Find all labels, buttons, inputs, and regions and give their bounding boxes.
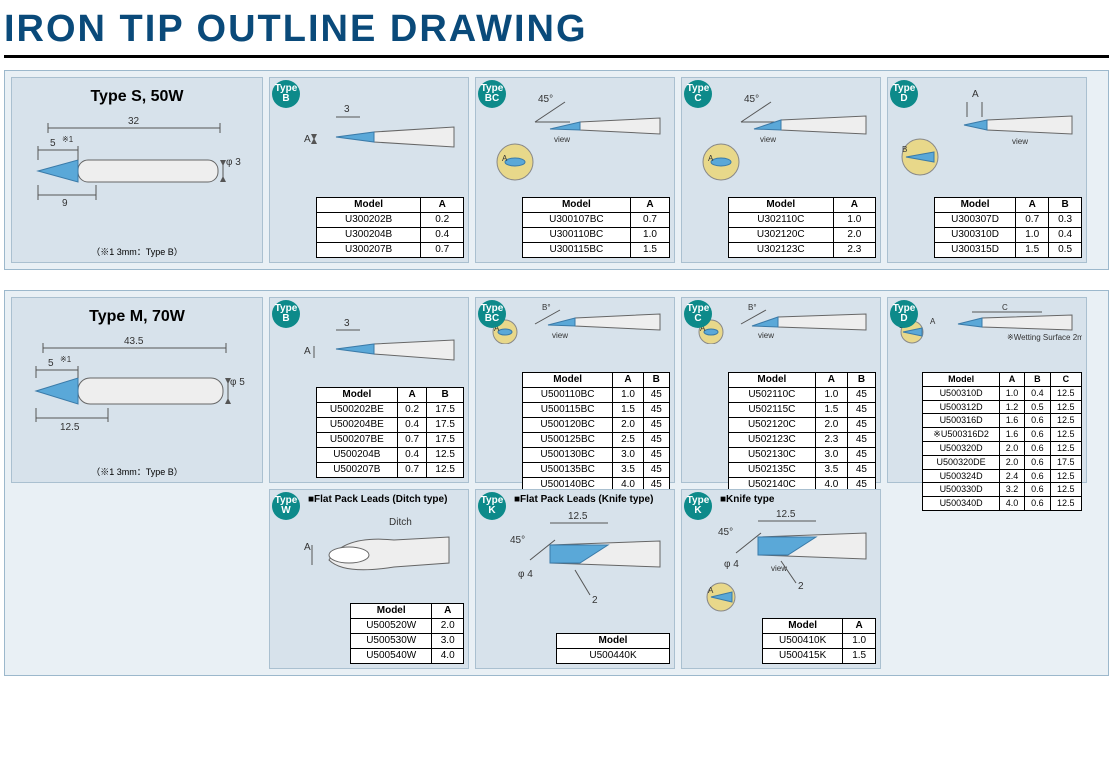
svg-text:C: C [1002, 303, 1008, 312]
card-s-bc: TypeBC 45° view A ModelA U300107BC0.7 U3… [475, 77, 675, 263]
badge-d-icon: TypeD [890, 80, 918, 108]
badge-bc-icon: TypeBC [478, 300, 506, 328]
badge-k-icon: TypeK [684, 492, 712, 520]
badge-k-icon: TypeK [478, 492, 506, 520]
svg-text:5: 5 [50, 138, 56, 149]
diagram-m-w: Ditch A [274, 505, 464, 603]
diagram-s-b: A 3 [274, 82, 464, 197]
svg-text:view: view [1012, 137, 1028, 146]
table-m-k2: ModelA U500410K1.0 U500415K1.5 [762, 618, 876, 664]
lead-note-m: （※1 3mm：Type B） [18, 465, 256, 478]
svg-text:φ 5: φ 5 [230, 377, 245, 388]
svg-text:2: 2 [798, 581, 804, 592]
section-type-m: Type M, 70W 43.5 5 ※1 φ 5 [4, 290, 1109, 676]
svg-text:12.5: 12.5 [60, 422, 80, 433]
svg-text:B°: B° [542, 303, 551, 312]
card-m-w: TypeW ■Flat Pack Leads (Ditch type) Ditc… [269, 489, 469, 669]
diagram-m-c: B° view A [686, 302, 876, 372]
diagram-m-bc: B° view A [480, 302, 670, 372]
svg-text:view: view [758, 331, 774, 340]
svg-text:12.5: 12.5 [568, 511, 588, 522]
svg-text:45°: 45° [744, 94, 759, 105]
card-title-w: ■Flat Pack Leads (Ditch type) [308, 494, 464, 505]
lead-diagram-m: 43.5 5 ※1 φ 5 12.5 [18, 330, 256, 461]
svg-text:B°: B° [748, 303, 757, 312]
card-m-k1: TypeK ■Flat Pack Leads (Knife type) 12.5… [475, 489, 675, 669]
table-m-w: ModelA U500520W2.0 U500530W3.0 U500540W4… [350, 603, 464, 664]
svg-text:※Wetting Surface 2mm from the: ※Wetting Surface 2mm from the edge [1007, 333, 1082, 342]
card-title-k1: ■Flat Pack Leads (Knife type) [514, 494, 670, 505]
lead-note-s: （※1 3mm：Type B） [18, 245, 256, 258]
svg-text:45°: 45° [718, 527, 733, 538]
card-m-c: TypeC B° view A ModelAB U502110C1.045 U5… [681, 297, 881, 483]
svg-text:3: 3 [344, 318, 350, 329]
card-s-d: TypeD A view B ModelAB U300307D0.70.3 U3… [887, 77, 1087, 263]
svg-text:Ditch: Ditch [389, 517, 412, 528]
svg-text:view: view [760, 135, 776, 144]
svg-text:※1: ※1 [62, 135, 74, 144]
badge-bc-icon: TypeBC [478, 80, 506, 108]
diagram-s-d: A view B [892, 82, 1082, 197]
badge-w-icon: TypeW [272, 492, 300, 520]
svg-text:view: view [554, 135, 570, 144]
svg-text:2: 2 [592, 595, 598, 606]
diagram-m-d: C A ※Wetting Surface 2mm from the edge B [892, 302, 1082, 372]
table-s-c: ModelA U302110C1.0 U302120C2.0 U302123C2… [728, 197, 876, 258]
page-title: IRON TIP OUTLINE DRAWING [4, 8, 1109, 58]
lead-heading-s: Type S, 50W [18, 88, 256, 106]
card-m-d: TypeD C A ※Wetting Surface 2mm from the … [887, 297, 1087, 483]
card-m-bc: TypeBC B° view A ModelAB U500110BC1.045 … [475, 297, 675, 483]
card-m-k2: TypeK ■Knife type 12.5 45° φ 4 view 2 A … [681, 489, 881, 669]
svg-text:3: 3 [344, 104, 350, 115]
lead-card-s: Type S, 50W 32 5 ※1 φ 3 [11, 77, 263, 263]
diagram-s-c: 45° view A [686, 82, 876, 197]
table-s-d: ModelAB U300307D0.70.3 U300310D1.00.4 U3… [934, 197, 1082, 258]
lead-heading-m: Type M, 70W [18, 308, 256, 326]
svg-text:A: A [502, 154, 508, 163]
card-s-b: TypeB A 3 ModelA U300202B0.2 U300204B0.4… [269, 77, 469, 263]
svg-text:A: A [708, 586, 714, 595]
card-title-k2: ■Knife type [720, 494, 876, 505]
svg-text:φ 4: φ 4 [724, 559, 739, 570]
table-m-d: ModelABC U500310D1.00.412.5 U500312D1.20… [922, 372, 1082, 511]
svg-text:A: A [304, 542, 311, 553]
badge-c-icon: TypeC [684, 300, 712, 328]
diagram-m-k1: 12.5 45° φ 4 2 [480, 505, 670, 633]
table-s-bc: ModelA U300107BC0.7 U300110BC1.0 U300115… [522, 197, 670, 258]
svg-text:43.5: 43.5 [124, 336, 144, 347]
svg-text:A: A [304, 134, 311, 145]
badge-d-icon: TypeD [890, 300, 918, 328]
svg-text:※1: ※1 [60, 355, 72, 364]
svg-text:A: A [972, 89, 979, 100]
badge-b-icon: TypeB [272, 300, 300, 328]
diagram-s-bc: 45° view A [480, 82, 670, 197]
svg-text:φ 3: φ 3 [226, 157, 241, 168]
svg-text:φ 4: φ 4 [518, 569, 533, 580]
svg-text:view: view [552, 331, 568, 340]
table-s-b: ModelA U300202B0.2 U300204B0.4 U300207B0… [316, 197, 464, 258]
badge-b-icon: TypeB [272, 80, 300, 108]
svg-text:9: 9 [62, 198, 68, 209]
card-m-b: TypeB A 3 ModelAB U500202BE0.217.5 U5002… [269, 297, 469, 483]
diagram-m-b: A 3 [274, 302, 464, 387]
svg-text:A: A [304, 346, 311, 357]
table-m-b: ModelAB U500202BE0.217.5 U500204BE0.417.… [316, 387, 464, 478]
svg-text:45°: 45° [538, 94, 553, 105]
svg-text:12.5: 12.5 [776, 509, 796, 520]
lead-card-m: Type M, 70W 43.5 5 ※1 φ 5 [11, 297, 263, 483]
svg-text:A: A [930, 317, 936, 326]
diagram-m-k2: 12.5 45° φ 4 view 2 A [686, 505, 876, 618]
svg-text:45°: 45° [510, 535, 525, 546]
badge-c-icon: TypeC [684, 80, 712, 108]
table-m-k1: Model U500440K [556, 633, 670, 664]
svg-text:5: 5 [48, 358, 54, 369]
svg-text:32: 32 [128, 116, 140, 127]
section-type-s: Type S, 50W 32 5 ※1 φ 3 [4, 70, 1109, 270]
svg-text:B: B [902, 145, 907, 154]
svg-text:A: A [708, 154, 714, 163]
card-s-c: TypeC 45° view A ModelA U302110C1.0 U302… [681, 77, 881, 263]
svg-text:view: view [771, 564, 787, 573]
lead-diagram-s: 32 5 ※1 φ 3 9 [18, 110, 256, 241]
